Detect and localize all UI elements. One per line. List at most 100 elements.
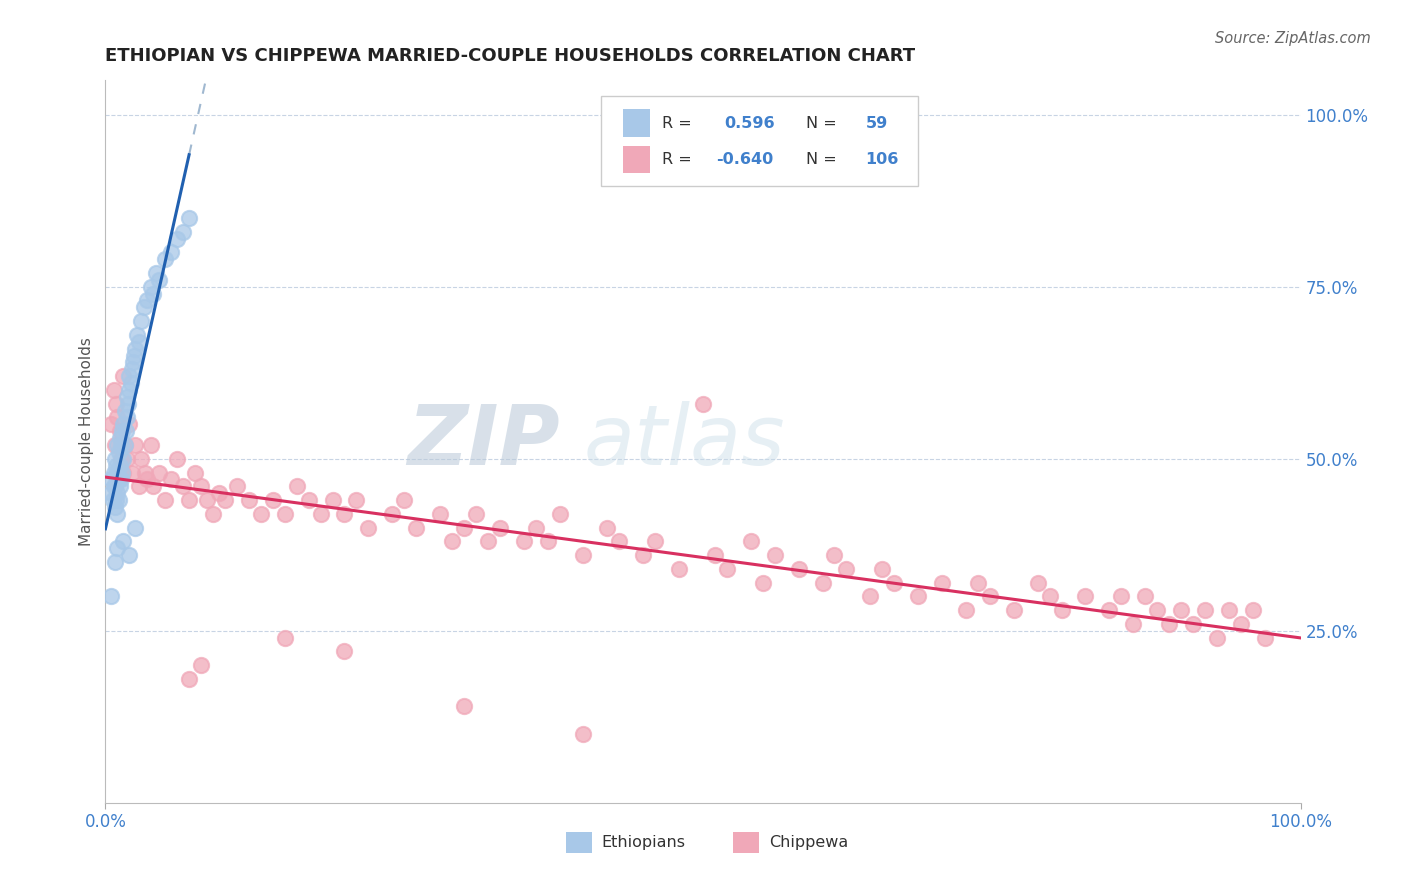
Point xyxy=(333,507,356,521)
Point xyxy=(136,293,159,308)
Point xyxy=(115,451,138,466)
Point xyxy=(114,438,136,452)
Point xyxy=(262,493,284,508)
Point xyxy=(1074,590,1097,604)
Point xyxy=(107,438,129,452)
Point xyxy=(124,520,146,534)
Point xyxy=(107,472,129,486)
Point xyxy=(572,727,595,741)
Point xyxy=(1038,590,1062,604)
Point xyxy=(1050,603,1073,617)
Point xyxy=(121,466,143,480)
Point xyxy=(405,520,427,534)
Point xyxy=(112,466,135,480)
Point xyxy=(1133,590,1156,604)
Point xyxy=(824,548,846,562)
Point xyxy=(124,438,146,452)
Point xyxy=(763,548,786,562)
Point xyxy=(883,575,905,590)
Point xyxy=(128,334,150,349)
Point xyxy=(112,369,135,384)
Point xyxy=(166,231,188,245)
Point xyxy=(453,520,475,534)
Point xyxy=(100,486,122,500)
Point xyxy=(704,548,727,562)
Point xyxy=(160,245,183,260)
Point xyxy=(172,225,194,239)
Point xyxy=(142,286,165,301)
Text: 0.596: 0.596 xyxy=(724,116,775,130)
Point xyxy=(114,424,136,438)
Point xyxy=(111,424,134,438)
Point xyxy=(120,376,142,390)
Text: 106: 106 xyxy=(866,153,898,167)
Point xyxy=(110,438,132,452)
Text: -0.640: -0.640 xyxy=(716,153,773,167)
Point xyxy=(111,466,134,480)
Point xyxy=(524,520,547,534)
Point xyxy=(115,390,138,404)
Point xyxy=(112,451,135,466)
Point xyxy=(273,631,295,645)
Point xyxy=(104,500,127,514)
Point xyxy=(107,541,129,556)
Point xyxy=(153,252,177,267)
Point xyxy=(134,466,156,480)
Point xyxy=(1146,603,1168,617)
Point xyxy=(967,575,990,590)
Point xyxy=(101,493,124,508)
Point xyxy=(108,479,131,493)
Point xyxy=(872,562,894,576)
Point xyxy=(1170,603,1192,617)
Text: N =: N = xyxy=(806,116,837,130)
Point xyxy=(105,397,128,411)
Point xyxy=(357,520,380,534)
Point xyxy=(1002,603,1025,617)
Point xyxy=(835,562,858,576)
Point xyxy=(1181,616,1204,631)
Text: Source: ZipAtlas.com: Source: ZipAtlas.com xyxy=(1215,31,1371,46)
Point xyxy=(117,397,139,411)
Point xyxy=(440,534,463,549)
Point xyxy=(118,383,141,397)
Point xyxy=(346,493,368,508)
Text: atlas: atlas xyxy=(583,401,785,482)
Point xyxy=(477,534,499,549)
Point xyxy=(285,479,308,493)
Text: R =: R = xyxy=(662,153,692,167)
Point xyxy=(118,369,141,384)
Point xyxy=(129,314,153,328)
Bar xyxy=(565,831,592,854)
Text: Chippewa: Chippewa xyxy=(769,835,848,850)
Point xyxy=(172,479,194,493)
Point xyxy=(108,424,131,438)
Point xyxy=(160,472,183,486)
Point xyxy=(513,534,536,549)
Point xyxy=(931,575,953,590)
Point xyxy=(184,466,207,480)
Point xyxy=(1206,631,1229,645)
Point xyxy=(107,466,129,480)
Point xyxy=(122,355,145,369)
Point xyxy=(108,431,131,445)
Point xyxy=(1122,616,1144,631)
Point xyxy=(381,507,404,521)
Point xyxy=(110,472,132,486)
Point xyxy=(1194,603,1216,617)
Text: ZIP: ZIP xyxy=(406,401,560,482)
Point xyxy=(114,403,136,417)
Point xyxy=(124,342,146,356)
Point xyxy=(139,279,162,293)
Point xyxy=(100,590,122,604)
Point xyxy=(121,362,143,376)
Point xyxy=(107,410,129,425)
Text: N =: N = xyxy=(806,153,837,167)
Point xyxy=(1254,631,1277,645)
Point xyxy=(202,507,225,521)
Point xyxy=(177,211,201,225)
Point xyxy=(190,479,212,493)
Point xyxy=(1159,616,1181,631)
Point xyxy=(811,575,834,590)
Point xyxy=(208,486,231,500)
Point xyxy=(195,493,218,508)
